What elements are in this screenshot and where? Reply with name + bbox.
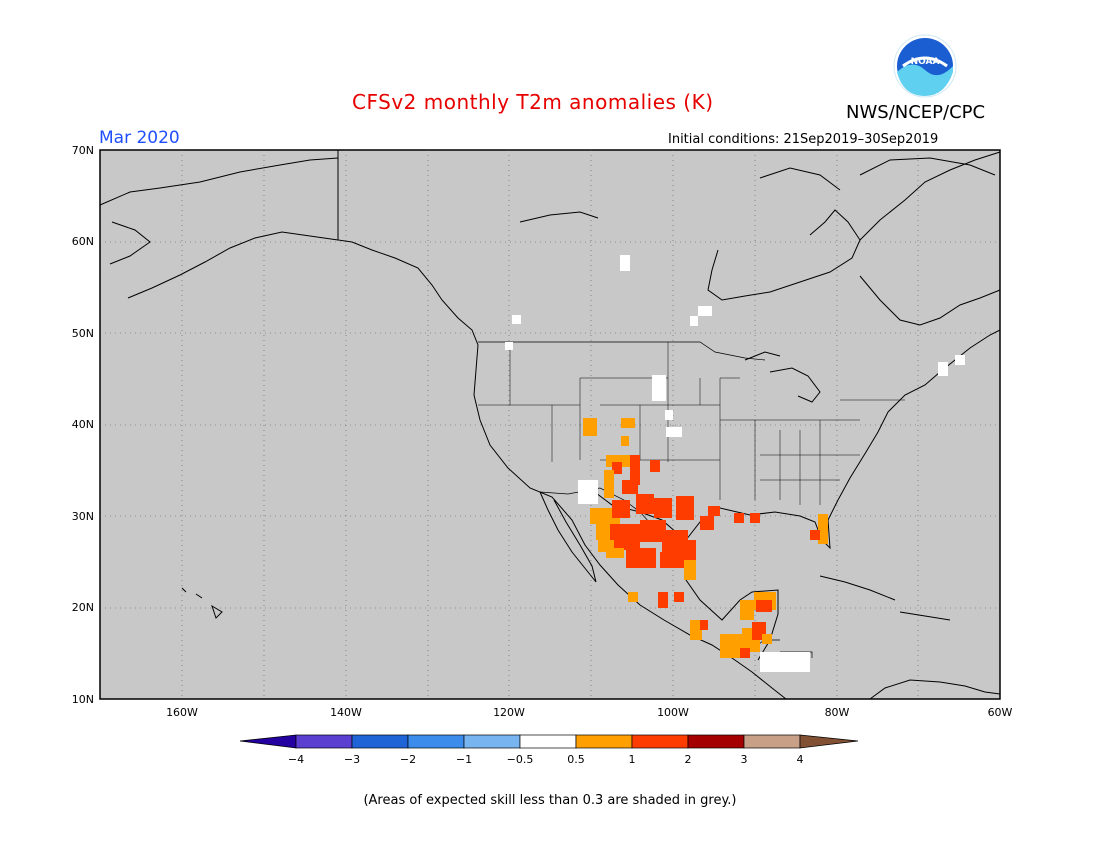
noaa-logo-text: NOAA (911, 57, 940, 67)
lon-label: 100W (657, 706, 689, 719)
lat-label: 40N (72, 418, 94, 431)
colorbar: −4 −3 −2 −1 −0.5 0.5 1 2 3 4 (239, 734, 859, 766)
anomaly-cell (658, 592, 668, 608)
map-title: CFSv2 monthly T2m anomalies (K) (352, 90, 714, 114)
anomaly-cell (690, 316, 698, 326)
anomaly-cell (674, 592, 684, 602)
colorbar-arrow-high (799, 734, 859, 749)
anomaly-cell (750, 513, 760, 523)
gridlines (100, 150, 1000, 699)
anomaly-cell (676, 496, 694, 520)
colorbar-label: 2 (685, 753, 692, 766)
anomaly-cell (700, 516, 714, 530)
anomaly-cell (955, 355, 965, 365)
anomaly-cell (604, 470, 614, 498)
colorbar-label: −0.5 (507, 753, 534, 766)
anomaly-cell (650, 460, 660, 472)
anomaly-cell (666, 427, 682, 437)
anomaly-cell (734, 513, 744, 523)
anomaly-cell (505, 342, 513, 350)
colorbar-label: −1 (456, 753, 472, 766)
colorbar-arrow-low (239, 734, 297, 749)
colorbar-label: −3 (344, 753, 360, 766)
anomaly-cell (660, 552, 684, 568)
lon-axis-labels: 160W 140W 120W 100W 80W 60W (166, 706, 1012, 719)
anomaly-cell (698, 306, 712, 316)
anomaly-cell (630, 455, 640, 485)
anomaly-cell (621, 436, 629, 446)
anomaly-cell (606, 548, 624, 558)
map-background (99, 149, 1001, 700)
skill-footnote: (Areas of expected skill less than 0.3 a… (363, 793, 737, 808)
lon-label: 140W (330, 706, 362, 719)
colorbar-label: 0.5 (567, 753, 585, 766)
anomaly-cells (505, 255, 965, 672)
valid-month-label: Mar 2020 (99, 128, 180, 148)
anomaly-cell (654, 498, 672, 518)
lat-label: 50N (72, 327, 94, 340)
colorbar-label: 3 (741, 753, 748, 766)
lat-label: 30N (72, 510, 94, 523)
anomaly-cell (938, 362, 948, 376)
anomaly-cell (700, 620, 708, 630)
anomaly-cell (512, 315, 521, 324)
colorbar-swatch (631, 734, 689, 749)
anomaly-cell (612, 462, 622, 474)
anomaly-cell (621, 418, 635, 428)
agency-label: NWS/NCEP/CPC (846, 102, 986, 123)
colorbar-label: 1 (629, 753, 636, 766)
anomaly-cell (690, 620, 702, 640)
anomaly-cell (818, 514, 828, 544)
anomaly-cell (810, 530, 820, 540)
lat-label: 70N (72, 144, 94, 157)
colorbar-swatch (295, 734, 353, 749)
colorbar-label: −4 (288, 753, 304, 766)
anomaly-cell (583, 418, 597, 436)
anomaly-cell (636, 494, 654, 514)
anomaly-cell (740, 600, 754, 620)
anomaly-cell (652, 375, 666, 401)
anomaly-cell (622, 480, 638, 494)
anomaly-cell (626, 548, 656, 568)
colorbar-label: −2 (400, 753, 416, 766)
anomaly-cell (628, 592, 638, 602)
anomaly-cell (665, 410, 673, 420)
noaa-logo: NOAA (893, 34, 957, 98)
anomaly-cell (612, 500, 630, 518)
lon-label: 80W (825, 706, 850, 719)
anomaly-cell (684, 560, 696, 580)
anomaly-cell (610, 524, 640, 550)
anomaly-cell (762, 634, 772, 644)
anomaly-cell (640, 520, 666, 542)
colorbar-swatch (407, 734, 465, 749)
lon-label: 60W (988, 706, 1013, 719)
colorbar-swatch (463, 734, 521, 749)
lon-label: 120W (493, 706, 525, 719)
coastlines (99, 150, 1001, 700)
colorbar-swatch (519, 734, 577, 749)
anomaly-cell (756, 600, 772, 612)
colorbar-tick-labels: −4 −3 −2 −1 −0.5 0.5 1 2 3 4 (288, 753, 804, 766)
colorbar-swatch (575, 734, 633, 749)
lat-label: 60N (72, 235, 94, 248)
anomaly-cell (620, 255, 630, 271)
anomaly-cell (760, 652, 810, 672)
initial-conditions-label: Initial conditions: 21Sep2019–30Sep2019 (668, 132, 939, 147)
colorbar-swatch (687, 734, 745, 749)
anomaly-cell (740, 648, 750, 658)
lon-label: 160W (166, 706, 198, 719)
colorbar-swatch (351, 734, 409, 749)
lat-label: 20N (72, 601, 94, 614)
lat-label: 10N (72, 693, 94, 706)
colorbar-swatch (743, 734, 801, 749)
map-panel: 70N 60N 50N 40N 30N 20N 10N 160W 140W 12… (72, 144, 1013, 719)
anomaly-cell (708, 506, 720, 516)
anomaly-cell (578, 480, 598, 504)
colorbar-label: 4 (797, 753, 804, 766)
lat-axis-labels: 70N 60N 50N 40N 30N 20N 10N (72, 144, 94, 706)
